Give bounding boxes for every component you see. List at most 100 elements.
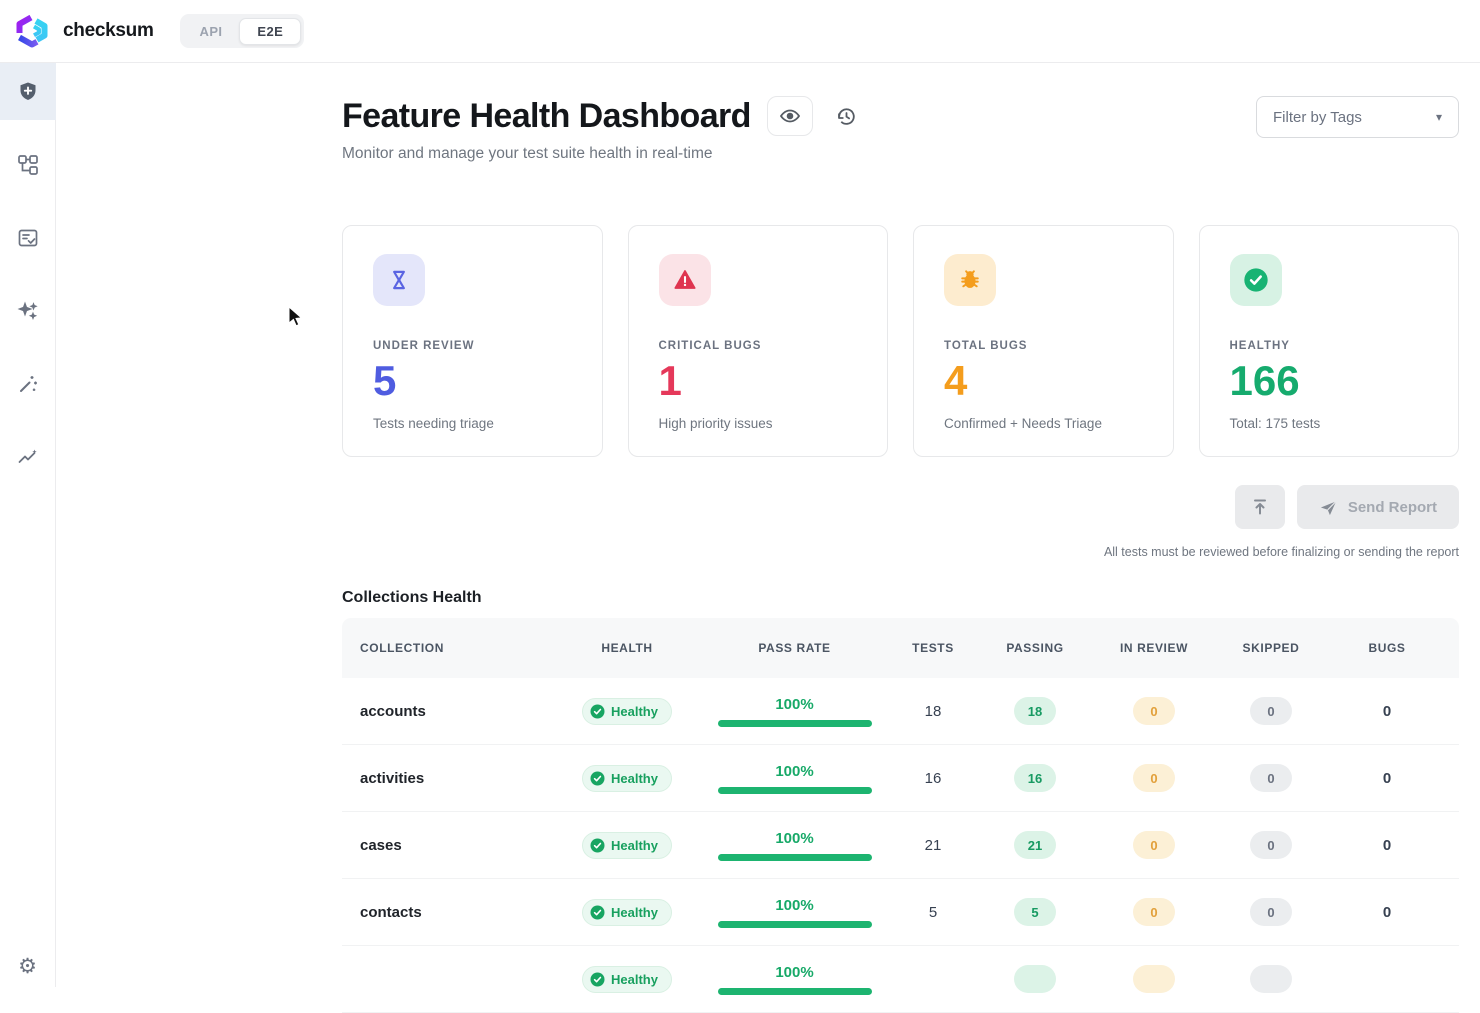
pass-rate-cell: 100% bbox=[717, 829, 872, 861]
workflow-icon bbox=[17, 154, 38, 175]
stat-card-total-bugs: TOTAL BUGS 4 Confirmed + Needs Triage bbox=[913, 225, 1174, 457]
passing-badge: 16 bbox=[1014, 764, 1056, 792]
table-row[interactable]: activities Healthy 100% 16 16 0 0 0 bbox=[342, 745, 1459, 812]
report-actions: Send Report bbox=[342, 485, 1459, 529]
pass-rate-value: 100% bbox=[775, 695, 814, 713]
stat-cards: UNDER REVIEW 5 Tests needing triage CRIT… bbox=[342, 225, 1459, 457]
upload-icon bbox=[1253, 499, 1266, 515]
bugs-count: 0 bbox=[1382, 769, 1392, 787]
history-button[interactable] bbox=[829, 96, 865, 136]
sidebar-item-health[interactable] bbox=[0, 63, 56, 120]
health-label: Healthy bbox=[611, 904, 658, 920]
skipped-badge bbox=[1250, 965, 1292, 993]
finalize-upload-button[interactable] bbox=[1234, 485, 1285, 529]
pass-rate-bar bbox=[717, 853, 872, 861]
health-badge: Healthy bbox=[582, 965, 672, 993]
skipped-badge: 0 bbox=[1250, 697, 1292, 725]
mode-e2e-button[interactable]: E2E bbox=[239, 17, 302, 45]
col-pass-rate: PASS RATE bbox=[758, 641, 831, 655]
health-label: Healthy bbox=[611, 837, 658, 853]
col-tests: TESTS bbox=[912, 641, 954, 655]
passing-badge bbox=[1014, 965, 1056, 993]
mode-api-button[interactable]: API bbox=[183, 19, 240, 44]
send-report-label: Send Report bbox=[1347, 498, 1437, 516]
stat-card-healthy: HEALTHY 166 Total: 175 tests bbox=[1198, 225, 1459, 457]
in-review-badge bbox=[1133, 965, 1175, 993]
stat-value: 166 bbox=[1229, 357, 1300, 404]
table-row[interactable]: accounts Healthy 100% 18 18 0 0 0 bbox=[342, 678, 1459, 745]
stat-card-critical-bugs: CRITICAL BUGS 1 High priority issues bbox=[627, 225, 888, 457]
history-icon bbox=[838, 107, 855, 125]
gear-icon[interactable]: ⚙ bbox=[18, 955, 37, 978]
stat-caption: Confirmed + Needs Triage bbox=[944, 416, 1102, 431]
check-circle-icon bbox=[590, 972, 605, 986]
check-circle-icon bbox=[1243, 268, 1268, 292]
ai-sparkles-icon bbox=[17, 301, 38, 320]
bugs-count: 0 bbox=[1382, 903, 1392, 921]
pass-rate-bar bbox=[717, 786, 872, 794]
health-label: Healthy bbox=[611, 770, 658, 786]
checksum-logo-icon bbox=[16, 14, 48, 48]
brand-name: checksum bbox=[63, 20, 154, 41]
collection-name: contacts bbox=[360, 903, 422, 921]
stat-label: CRITICAL BUGS bbox=[658, 340, 762, 352]
health-badge: Healthy bbox=[582, 764, 672, 792]
table-row[interactable]: cases Healthy 100% 21 21 0 0 0 bbox=[342, 812, 1459, 879]
stat-caption: Total: 175 tests bbox=[1229, 416, 1321, 431]
sidebar-item-test-list[interactable] bbox=[0, 209, 56, 266]
pass-rate-value: 100% bbox=[775, 963, 814, 981]
tests-count: 16 bbox=[924, 769, 942, 787]
health-label: Healthy bbox=[611, 703, 658, 719]
skipped-badge: 0 bbox=[1250, 764, 1292, 792]
stat-value: 5 bbox=[373, 357, 397, 404]
in-review-badge: 0 bbox=[1133, 764, 1175, 792]
visibility-button[interactable] bbox=[766, 96, 813, 136]
pass-rate-cell: 100% bbox=[717, 897, 872, 928]
bugs-count: 0 bbox=[1382, 836, 1392, 854]
sidebar-item-workflow[interactable] bbox=[0, 136, 56, 193]
stat-label: UNDER REVIEW bbox=[373, 340, 475, 352]
pass-rate-value: 100% bbox=[775, 762, 814, 780]
health-badge: Healthy bbox=[582, 898, 672, 926]
in-review-badge: 0 bbox=[1133, 898, 1175, 926]
page-subtitle: Monitor and manage your test suite healt… bbox=[342, 145, 713, 162]
col-passing: PASSING bbox=[1006, 641, 1064, 655]
sidebar-item-insights[interactable] bbox=[0, 428, 56, 485]
check-circle-icon bbox=[590, 771, 605, 785]
mode-toggle: API E2E bbox=[179, 14, 305, 48]
check-circle-icon bbox=[590, 838, 605, 852]
bugs-count: 0 bbox=[1382, 702, 1392, 720]
pass-rate-cell: 100% bbox=[717, 695, 872, 727]
send-icon bbox=[1320, 500, 1337, 515]
in-review-badge: 0 bbox=[1133, 831, 1175, 859]
send-report-button[interactable]: Send Report bbox=[1296, 485, 1459, 529]
passing-badge: 18 bbox=[1014, 697, 1056, 725]
stat-value: 4 bbox=[944, 357, 968, 404]
test-list-icon bbox=[18, 229, 37, 246]
top-bar: checksum API E2E bbox=[0, 0, 1480, 63]
pass-rate-value: 100% bbox=[775, 829, 814, 847]
main-area: Feature Health Dashboard bbox=[56, 63, 1480, 1013]
filter-label: Filter by Tags bbox=[1273, 108, 1362, 126]
stat-caption: Tests needing triage bbox=[373, 416, 494, 431]
skipped-badge: 0 bbox=[1250, 831, 1292, 859]
table-row[interactable]: Healthy 100% bbox=[342, 946, 1459, 1013]
health-label: Healthy bbox=[611, 971, 658, 987]
collections-table: COLLECTION HEALTH PASS RATE TESTS PASSIN… bbox=[342, 618, 1459, 1013]
skipped-badge: 0 bbox=[1250, 898, 1292, 926]
bug-icon bbox=[961, 270, 979, 288]
pass-rate-cell: 100% bbox=[717, 963, 872, 995]
table-row[interactable]: contacts Healthy 100% 5 5 0 0 0 bbox=[342, 879, 1459, 946]
shield-health-icon bbox=[20, 82, 35, 100]
col-in-review: IN REVIEW bbox=[1119, 641, 1189, 655]
sidebar-item-ai[interactable] bbox=[0, 282, 56, 339]
warning-triangle-icon bbox=[673, 270, 696, 289]
sidebar: ⚙ bbox=[0, 63, 56, 987]
collections-heading: Collections Health bbox=[342, 589, 482, 606]
sidebar-item-magic[interactable] bbox=[0, 355, 56, 412]
check-circle-icon bbox=[590, 905, 605, 919]
stat-label: HEALTHY bbox=[1229, 340, 1290, 352]
collection-name: accounts bbox=[360, 702, 426, 720]
filter-by-tags-dropdown[interactable]: Filter by Tags ▾ bbox=[1256, 96, 1459, 138]
magic-wand-icon bbox=[19, 375, 37, 392]
